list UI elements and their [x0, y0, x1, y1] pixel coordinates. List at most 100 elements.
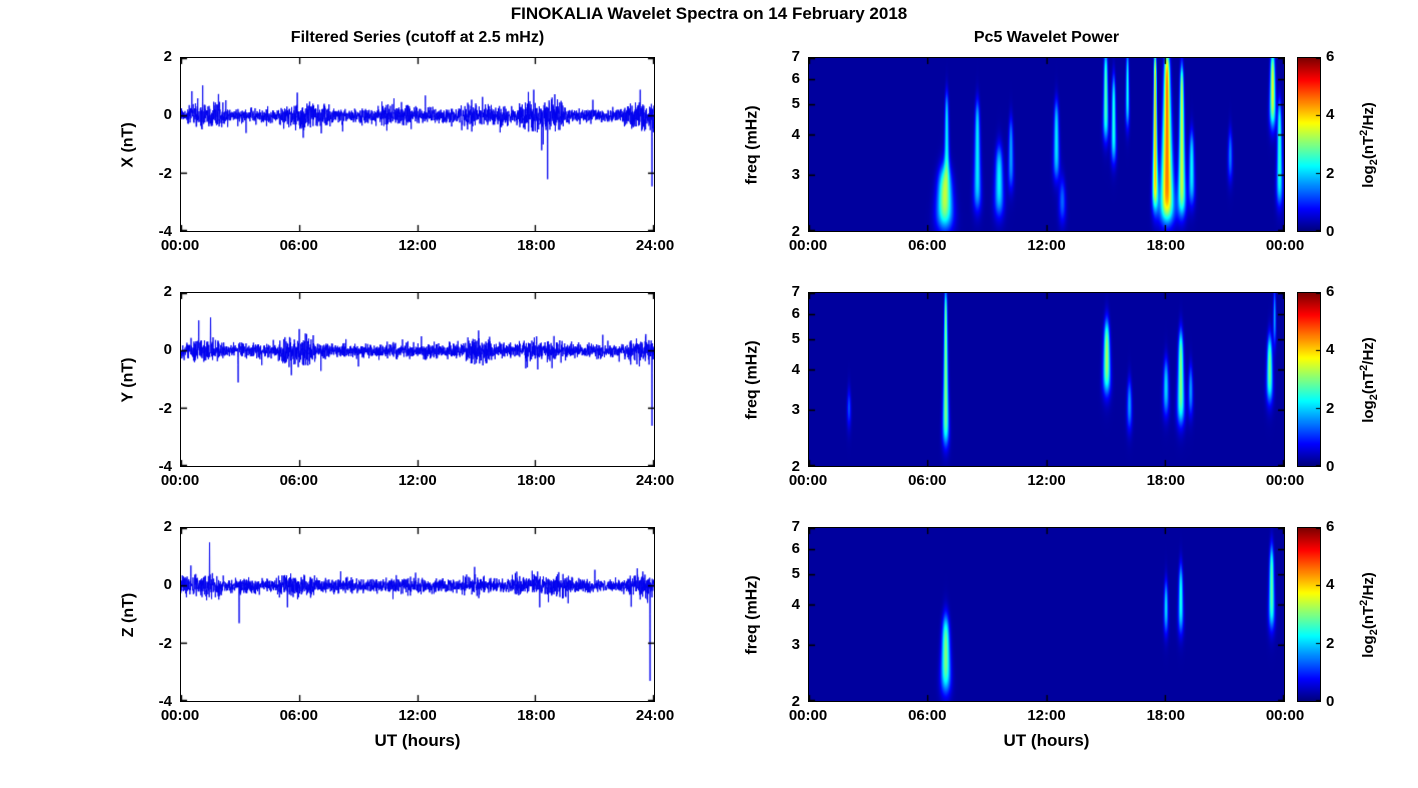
- colorbar-canvas-y: [1298, 293, 1320, 466]
- colorbar-y: [1297, 292, 1321, 467]
- freq-tick-label: 4: [791, 596, 800, 614]
- y-tick-label: 2: [163, 48, 172, 65]
- colorbar-tick-label: 2: [1326, 634, 1335, 652]
- freq-tick-label: 3: [791, 636, 800, 654]
- y-tick-label: 0: [163, 341, 172, 359]
- y-tick-label: -4: [158, 458, 172, 475]
- timeseries-ylabel-z: Z (nT): [116, 527, 142, 702]
- x-tick-label: 00:00: [788, 707, 828, 724]
- spectrogram-canvas-y: [809, 293, 1284, 466]
- spectrogram-plot-x: [808, 57, 1285, 232]
- x-tick-label: 18:00: [1146, 707, 1185, 724]
- x-tick-label: 00:00: [1265, 237, 1305, 254]
- freq-tick-label: 4: [791, 126, 800, 144]
- x-tick-label: 00:00: [788, 237, 828, 254]
- left-column-title: Filtered Series (cutoff at 2.5 mHz): [290, 29, 545, 46]
- freq-tick-label: 5: [791, 565, 800, 582]
- colorbar-label-z: log2(nT2/Hz): [1352, 527, 1386, 702]
- y-tick-label: 2: [163, 518, 172, 535]
- timeseries-canvas-y: [181, 293, 654, 466]
- y-tick-label: -4: [158, 223, 172, 240]
- x-tick-label: 12:00: [398, 707, 437, 724]
- x-tick-label: 18:00: [517, 472, 556, 489]
- x-tick-label: 12:00: [1027, 472, 1066, 489]
- spectrogram-canvas-x: [809, 58, 1284, 231]
- x-tick-label: 24:00: [635, 707, 675, 724]
- spectrogram-plot-z: [808, 527, 1285, 702]
- y-tick-label: -4: [158, 693, 172, 710]
- colorbar-tick-label: 4: [1326, 341, 1335, 359]
- colorbar-tick-label: 0: [1326, 223, 1335, 240]
- x-tick-label: 06:00: [908, 472, 947, 489]
- freq-tick-label: 5: [791, 95, 800, 112]
- ylabel-text-z: Z (nT): [120, 592, 138, 637]
- freq-tick-label: 3: [791, 166, 800, 184]
- x-tick-label: 18:00: [517, 237, 556, 254]
- colorbar-label-text: log2(nT2/Hz): [1358, 571, 1381, 658]
- x-tick-label: 12:00: [398, 472, 437, 489]
- x-tick-label: 00:00: [1265, 472, 1305, 489]
- y-tick-label: 0: [163, 576, 172, 594]
- x-tick-label: 00:00: [160, 237, 200, 254]
- left-x-axis-label: UT (hours): [374, 731, 461, 750]
- x-tick-label: 06:00: [908, 237, 947, 254]
- colorbar-tick-label: 4: [1326, 106, 1335, 124]
- freq-tick-label: 7: [791, 518, 800, 535]
- colorbar-tick-label: 6: [1326, 283, 1335, 300]
- colorbar-label-y: log2(nT2/Hz): [1352, 292, 1386, 467]
- freq-tick-label: 6: [791, 69, 800, 87]
- colorbar-tick-label: 6: [1326, 48, 1335, 65]
- freq-tick-label: 2: [791, 693, 800, 710]
- right-x-axis-label: UT (hours): [1003, 731, 1090, 750]
- x-tick-label: 06:00: [279, 707, 318, 724]
- x-tick-label: 18:00: [1146, 472, 1185, 489]
- freq-tick-label: 6: [791, 539, 800, 557]
- figure-title: FINOKALIA Wavelet Spectra on 14 February…: [510, 4, 908, 23]
- y-tick-label: -2: [158, 164, 172, 182]
- colorbar-label-x: log2(nT2/Hz): [1352, 57, 1386, 232]
- colorbar-tick-label: 2: [1326, 164, 1335, 182]
- x-tick-label: 00:00: [160, 707, 200, 724]
- y-tick-label: 2: [163, 283, 172, 300]
- colorbar-label-text: log2(nT2/Hz): [1358, 101, 1381, 188]
- freq-tick-label: 5: [791, 330, 800, 347]
- x-tick-label: 06:00: [908, 707, 947, 724]
- x-tick-label: 12:00: [1027, 707, 1066, 724]
- colorbar-tick-label: 0: [1326, 458, 1335, 475]
- ylabel-text-y: Y (nT): [120, 356, 137, 403]
- y-tick-label: 0: [163, 106, 172, 124]
- timeseries-canvas-x: [181, 58, 654, 231]
- spectrogram-canvas-z: [809, 528, 1284, 701]
- ylabel-text-x: X (nT): [120, 121, 138, 168]
- x-tick-label: 24:00: [635, 237, 675, 254]
- colorbar-canvas-x: [1298, 58, 1320, 231]
- colorbar-label-text: log2(nT2/Hz): [1358, 336, 1381, 423]
- timeseries-canvas-z: [181, 528, 654, 701]
- freq-tick-label: 7: [791, 48, 800, 65]
- timeseries-plot-y: [180, 292, 655, 467]
- x-tick-label: 06:00: [279, 237, 318, 254]
- x-tick-label: 18:00: [517, 707, 556, 724]
- colorbar-tick-label: 2: [1326, 399, 1335, 417]
- timeseries-plot-z: [180, 527, 655, 702]
- x-tick-label: 00:00: [1265, 707, 1305, 724]
- colorbar-tick-label: 4: [1326, 576, 1335, 594]
- colorbar-z: [1297, 527, 1321, 702]
- spectrogram-plot-y: [808, 292, 1285, 467]
- colorbar-x: [1297, 57, 1321, 232]
- x-tick-label: 06:00: [279, 472, 318, 489]
- freq-tick-label: 3: [791, 401, 800, 419]
- freq-tick-label: 2: [791, 458, 800, 475]
- x-tick-label: 24:00: [635, 472, 675, 489]
- x-tick-label: 18:00: [1146, 237, 1185, 254]
- freq-tick-label: 4: [791, 361, 800, 379]
- x-tick-label: 00:00: [160, 472, 200, 489]
- right-column-title: Pc5 Wavelet Power: [973, 29, 1120, 46]
- x-tick-label: 12:00: [1027, 237, 1066, 254]
- timeseries-ylabel-x: X (nT): [116, 57, 142, 232]
- freq-tick-label: 7: [791, 283, 800, 300]
- y-tick-label: -2: [158, 634, 172, 652]
- colorbar-tick-label: 0: [1326, 693, 1335, 710]
- y-tick-label: -2: [158, 399, 172, 417]
